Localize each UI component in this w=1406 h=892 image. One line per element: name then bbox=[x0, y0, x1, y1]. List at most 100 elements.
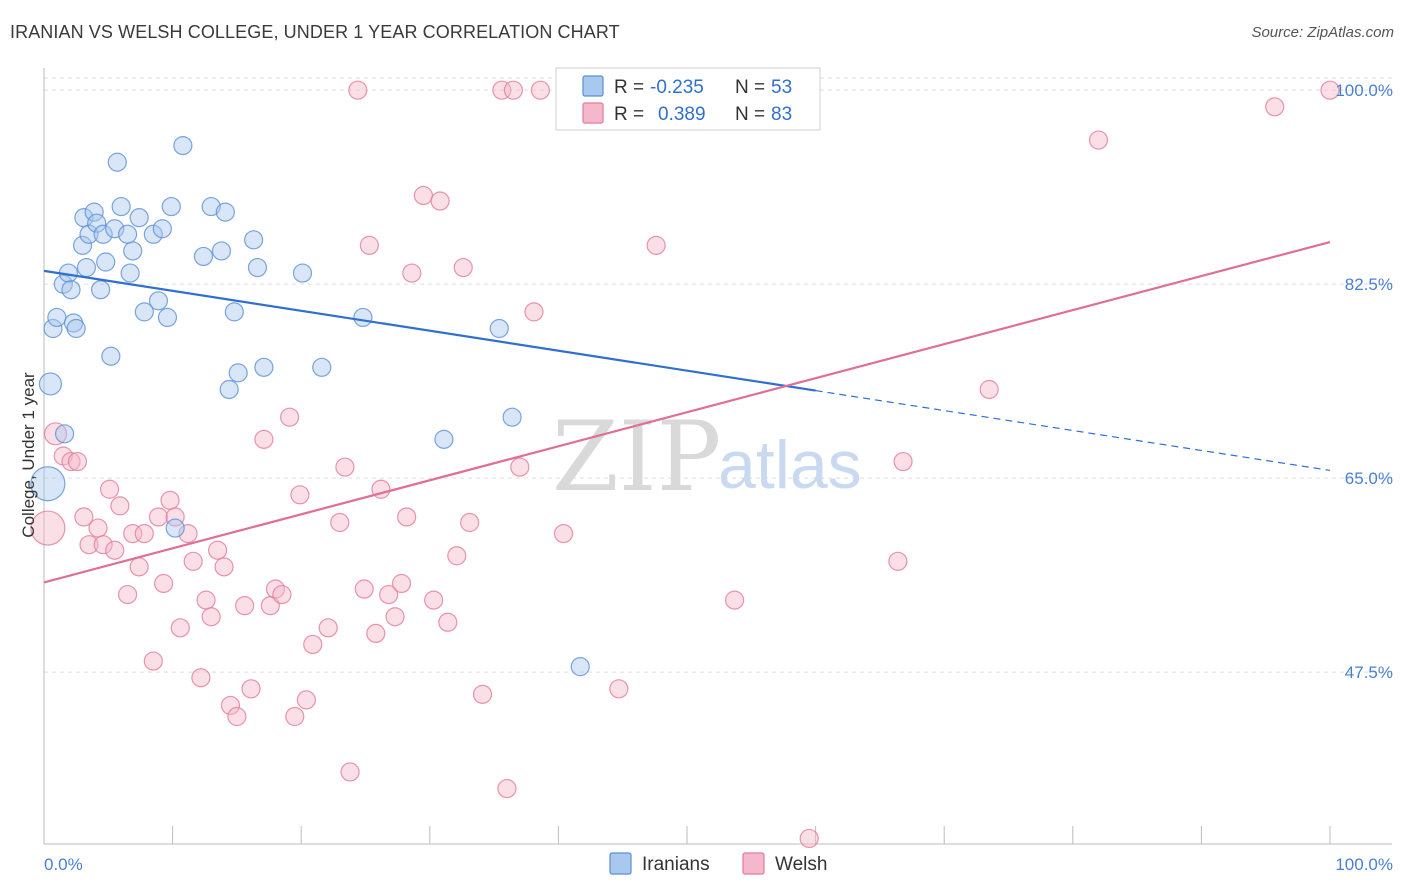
welsh-point bbox=[280, 407, 300, 427]
iranians-point bbox=[123, 241, 143, 261]
welsh-point bbox=[391, 573, 412, 594]
welsh-point bbox=[1320, 80, 1340, 100]
welsh-trend-line bbox=[43, 240, 1331, 584]
welsh-point bbox=[153, 573, 174, 594]
iranians-point bbox=[93, 224, 113, 244]
welsh-point bbox=[724, 590, 745, 610]
iranians-point bbox=[489, 318, 509, 339]
welsh-swatch bbox=[582, 102, 604, 124]
welsh-point bbox=[335, 457, 355, 477]
iranians-point bbox=[61, 280, 81, 300]
welsh-point bbox=[285, 706, 305, 727]
welsh-point bbox=[30, 510, 66, 546]
welsh-point bbox=[609, 679, 629, 699]
welsh-point bbox=[134, 523, 154, 544]
iranians-point bbox=[193, 246, 214, 267]
welsh-point bbox=[799, 828, 819, 849]
iranians-n-value: 53 bbox=[771, 77, 792, 98]
welsh-point bbox=[191, 668, 211, 688]
welsh-point bbox=[165, 507, 185, 527]
welsh-point bbox=[99, 479, 120, 499]
iranians-r-value: -0.235 bbox=[650, 77, 704, 98]
welsh-r-label: R = bbox=[614, 104, 644, 125]
welsh-point bbox=[397, 507, 417, 527]
welsh-point bbox=[208, 540, 228, 560]
welsh-point bbox=[447, 546, 467, 566]
welsh-point bbox=[385, 607, 405, 627]
welsh-point bbox=[93, 535, 113, 555]
iranians-point bbox=[47, 307, 67, 328]
welsh-point bbox=[318, 618, 338, 638]
welsh-point bbox=[1088, 130, 1109, 150]
iranians-point bbox=[247, 257, 268, 278]
welsh-point bbox=[110, 496, 130, 516]
welsh-point bbox=[183, 551, 203, 571]
x-tick-labels: 0.0% 100.0% bbox=[44, 855, 1393, 874]
welsh-point bbox=[888, 551, 908, 571]
welsh-point bbox=[117, 584, 138, 605]
iranians-point bbox=[87, 213, 107, 233]
y-tick-label: 100.0% bbox=[1335, 81, 1393, 100]
watermark-zip: ZIP bbox=[552, 401, 721, 513]
welsh-point bbox=[530, 80, 550, 100]
iranians-point bbox=[143, 224, 163, 244]
iranians-swatch bbox=[582, 75, 604, 97]
iranians-point bbox=[30, 466, 66, 502]
iranians-point bbox=[312, 357, 332, 377]
welsh-point bbox=[893, 451, 913, 472]
welsh-point bbox=[510, 457, 530, 477]
welsh-point bbox=[472, 684, 493, 704]
welsh-point bbox=[170, 618, 190, 638]
welsh-point bbox=[105, 540, 125, 560]
welsh-r-value: 0.389 bbox=[658, 104, 706, 125]
iranians-point bbox=[157, 307, 178, 328]
iranians-point bbox=[38, 372, 63, 396]
iranians-point bbox=[66, 318, 86, 339]
iranians-r-label: R = bbox=[614, 77, 644, 98]
welsh-point bbox=[413, 185, 433, 206]
welsh-point bbox=[129, 557, 149, 577]
iranians-point bbox=[215, 202, 235, 222]
iranians-n-label: N = bbox=[735, 77, 765, 98]
welsh-point bbox=[296, 690, 316, 710]
watermark-atlas: atlas bbox=[718, 427, 862, 503]
welsh-point bbox=[330, 512, 350, 533]
legend-welsh-label: Welsh bbox=[775, 854, 827, 875]
welsh-point bbox=[354, 579, 374, 599]
iranians-trend-line bbox=[43, 269, 816, 392]
iranians-point bbox=[54, 424, 75, 444]
iranians-point bbox=[219, 379, 239, 400]
welsh-point bbox=[524, 302, 544, 322]
welsh-point bbox=[214, 557, 234, 577]
x-tick-label-min: 0.0% bbox=[44, 855, 83, 874]
welsh-point bbox=[79, 535, 99, 555]
iranians-point bbox=[211, 241, 232, 261]
welsh-point bbox=[227, 706, 247, 727]
iranians-point bbox=[111, 196, 131, 217]
welsh-point bbox=[492, 80, 512, 100]
welsh-point bbox=[272, 584, 292, 605]
welsh-point bbox=[74, 507, 94, 527]
welsh-point bbox=[402, 263, 422, 283]
welsh-point bbox=[196, 590, 216, 610]
welsh-point bbox=[254, 429, 274, 449]
welsh-point bbox=[220, 695, 241, 716]
welsh-point bbox=[123, 523, 143, 544]
iranians-point bbox=[201, 196, 221, 217]
welsh-point bbox=[438, 612, 458, 632]
legend-iranians-swatch bbox=[609, 852, 632, 875]
welsh-point bbox=[241, 679, 261, 699]
welsh-point bbox=[460, 512, 480, 533]
iranians-point bbox=[228, 363, 248, 383]
series-legend: Iranians Welsh bbox=[609, 852, 827, 875]
iranians-point bbox=[224, 302, 244, 322]
welsh-point bbox=[143, 651, 163, 671]
welsh-point bbox=[290, 485, 310, 505]
legend-welsh-swatch bbox=[742, 852, 765, 875]
welsh-n-value: 83 bbox=[771, 104, 792, 125]
welsh-point bbox=[67, 451, 88, 472]
iranians-point bbox=[90, 280, 111, 300]
welsh-point bbox=[88, 518, 108, 538]
iranians-point bbox=[434, 429, 454, 449]
